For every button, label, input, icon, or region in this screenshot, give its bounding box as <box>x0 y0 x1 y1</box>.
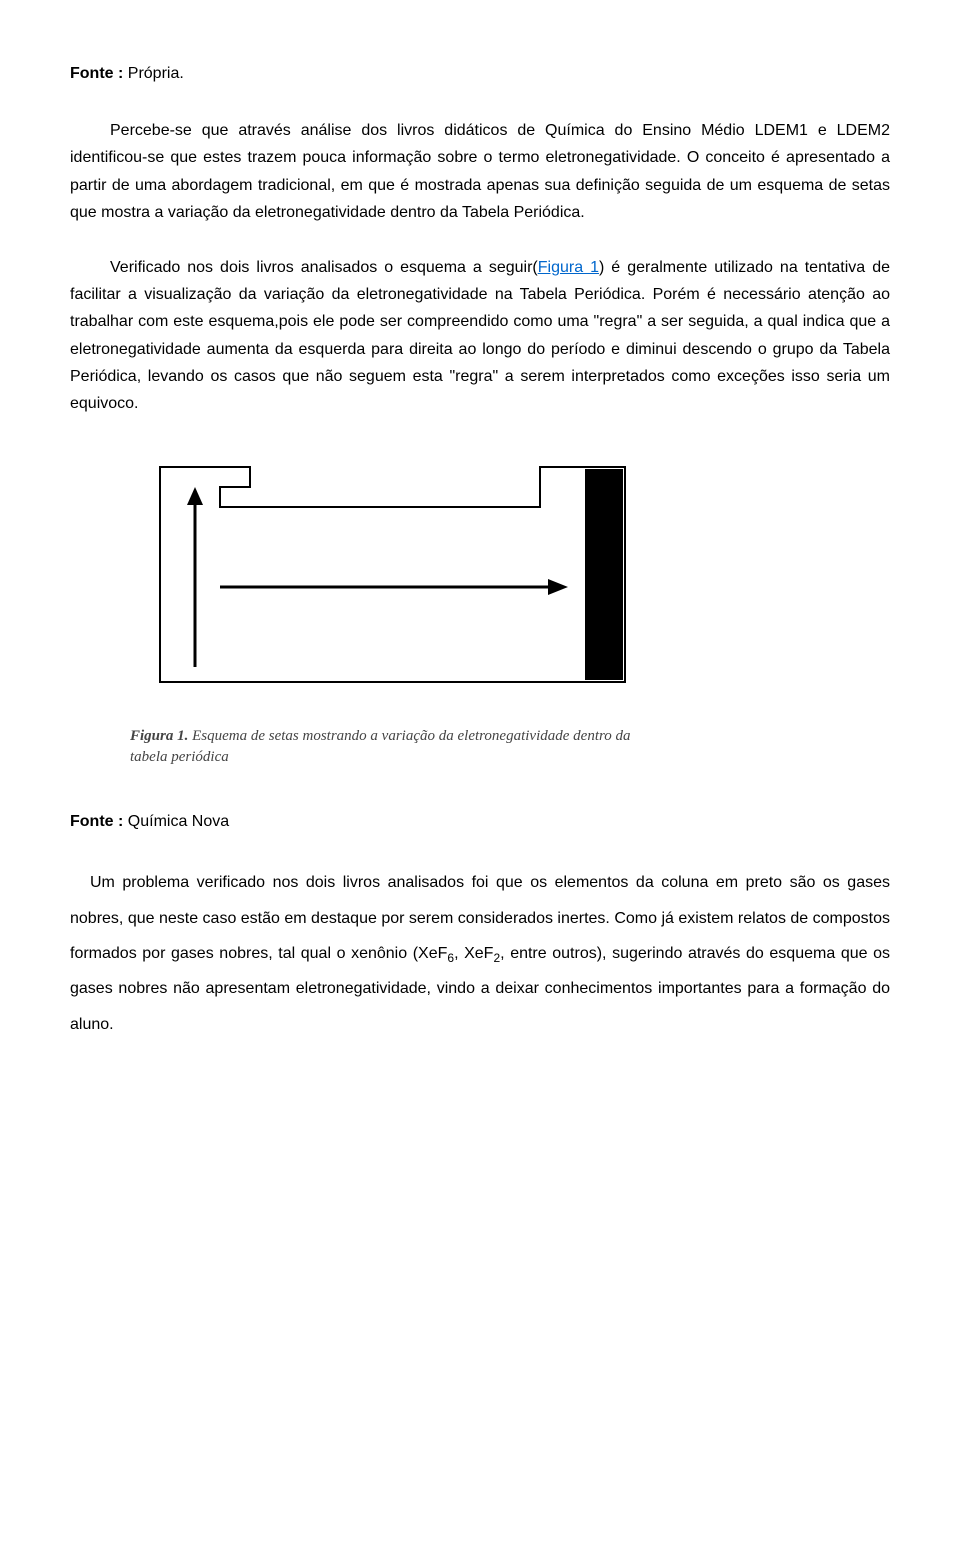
figure-1-caption: Figura 1. Esquema de setas mostrando a v… <box>130 726 650 768</box>
paragraph-3: Um problema verificado nos dois livros a… <box>70 865 890 1041</box>
paragraph-2: Verificado nos dois livros analisados o … <box>70 254 890 417</box>
source-label-1: Fonte : <box>70 65 123 82</box>
figure-1-link[interactable]: Figura 1 <box>538 259 599 276</box>
figure-1-diagram <box>130 457 890 706</box>
paragraph-1: Percebe-se que através análise dos livro… <box>70 117 890 226</box>
figure-caption-label: Figura 1. <box>130 728 188 744</box>
figure-caption-text: Esquema de setas mostrando a variação da… <box>130 728 631 765</box>
source-label-2: Fonte : <box>70 813 123 830</box>
para2-text-a: Verificado nos dois livros analisados o … <box>110 259 538 276</box>
para2-text-b: ) é geralmente utilizado na tentativa de… <box>70 259 890 412</box>
para3-b: , XeF <box>454 945 493 962</box>
source-value-2: Química Nova <box>128 813 229 830</box>
source-line-2: Fonte : Química Nova <box>70 808 890 835</box>
source-value-1: Própria. <box>128 65 184 82</box>
source-line-1: Fonte : Própria. <box>70 60 890 87</box>
